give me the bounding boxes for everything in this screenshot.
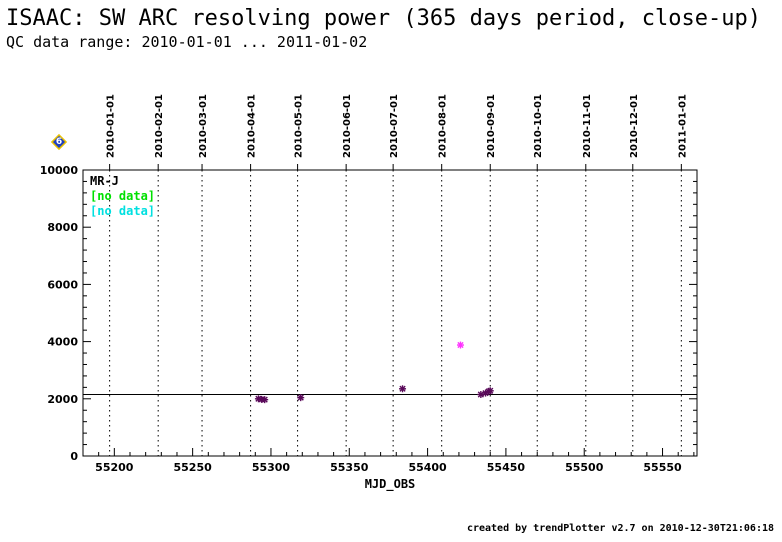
x-axis-label: MJD_OBS [365, 477, 416, 492]
date-tick-label: 2010-04-01 [247, 94, 258, 158]
badge-label: 6 [56, 137, 62, 147]
y-axis: 0 2000 4000 6000 8000 10000 [40, 164, 697, 463]
date-tick-label: 2010-02-01 [154, 94, 165, 158]
y-tick-label: 10000 [40, 164, 79, 177]
x-tick-label: 55550 [643, 461, 682, 474]
x-tick-label: 55250 [174, 461, 213, 474]
x-tick-label: 55500 [565, 461, 604, 474]
data-points [254, 341, 494, 404]
date-tick-label: 2010-03-01 [198, 94, 209, 158]
x-axis: 55200 55250 55300 55350 55400 55450 55500 55550 [82, 448, 695, 474]
data-point-stroke [297, 394, 304, 401]
legend-entry: [no data] [90, 204, 155, 218]
date-tick-label: 2010-09-01 [486, 94, 497, 158]
y-tick-label: 8000 [47, 221, 78, 234]
date-tick-label: 2010-01-01 [106, 94, 117, 158]
date-tick-label: 2011-01-01 [677, 94, 688, 158]
data-point-stroke [399, 385, 406, 392]
x-tick-label: 55200 [95, 461, 134, 474]
legend-entry: [no data] [90, 189, 155, 203]
data-point [399, 385, 407, 393]
data-point [456, 341, 464, 349]
data-point-stroke [457, 341, 464, 349]
footer-credit: created by trendPlotter v2.7 on 2010-12-… [466, 523, 774, 534]
top-date-axis: 2010-01-01 2010-02-01 2010-03-01 2010-04-01… [106, 94, 688, 170]
y-tick-label: 0 [70, 450, 78, 463]
grid-lines [109, 170, 682, 456]
badge-icon: 6 [50, 133, 68, 151]
x-tick-label: 55350 [330, 461, 369, 474]
x-tick-label: 55300 [252, 461, 291, 474]
y-tick-label: 4000 [47, 336, 78, 349]
data-point-stroke [261, 396, 268, 403]
x-tick-label: 55450 [487, 461, 526, 474]
badge-diamond [50, 133, 68, 151]
x-tick-label: 55400 [408, 461, 447, 474]
page-subtitle: QC data range: 2010-01-01 ... 2011-01-02 [6, 33, 368, 51]
date-tick-label: 2010-07-01 [389, 94, 400, 158]
date-tick-label: 2010-11-01 [582, 94, 593, 158]
data-point-stroke [487, 387, 494, 394]
data-point [297, 394, 305, 402]
legend: MR-J[no data][no data] [90, 174, 155, 218]
plot-frame [82, 169, 698, 457]
date-tick-label: 2010-10-01 [533, 94, 544, 158]
legend-entry: MR-J [90, 174, 119, 188]
data-point [261, 396, 269, 404]
page-title: ISAAC: SW ARC resolving power (365 days … [6, 6, 761, 31]
data-point [486, 387, 494, 395]
y-tick-label: 6000 [47, 278, 78, 291]
date-tick-label: 2010-12-01 [629, 94, 640, 158]
date-tick-label: 2010-06-01 [342, 94, 353, 158]
y-tick-label: 2000 [47, 393, 78, 406]
date-tick-label: 2010-08-01 [438, 94, 449, 158]
date-tick-label: 2010-05-01 [294, 94, 305, 158]
